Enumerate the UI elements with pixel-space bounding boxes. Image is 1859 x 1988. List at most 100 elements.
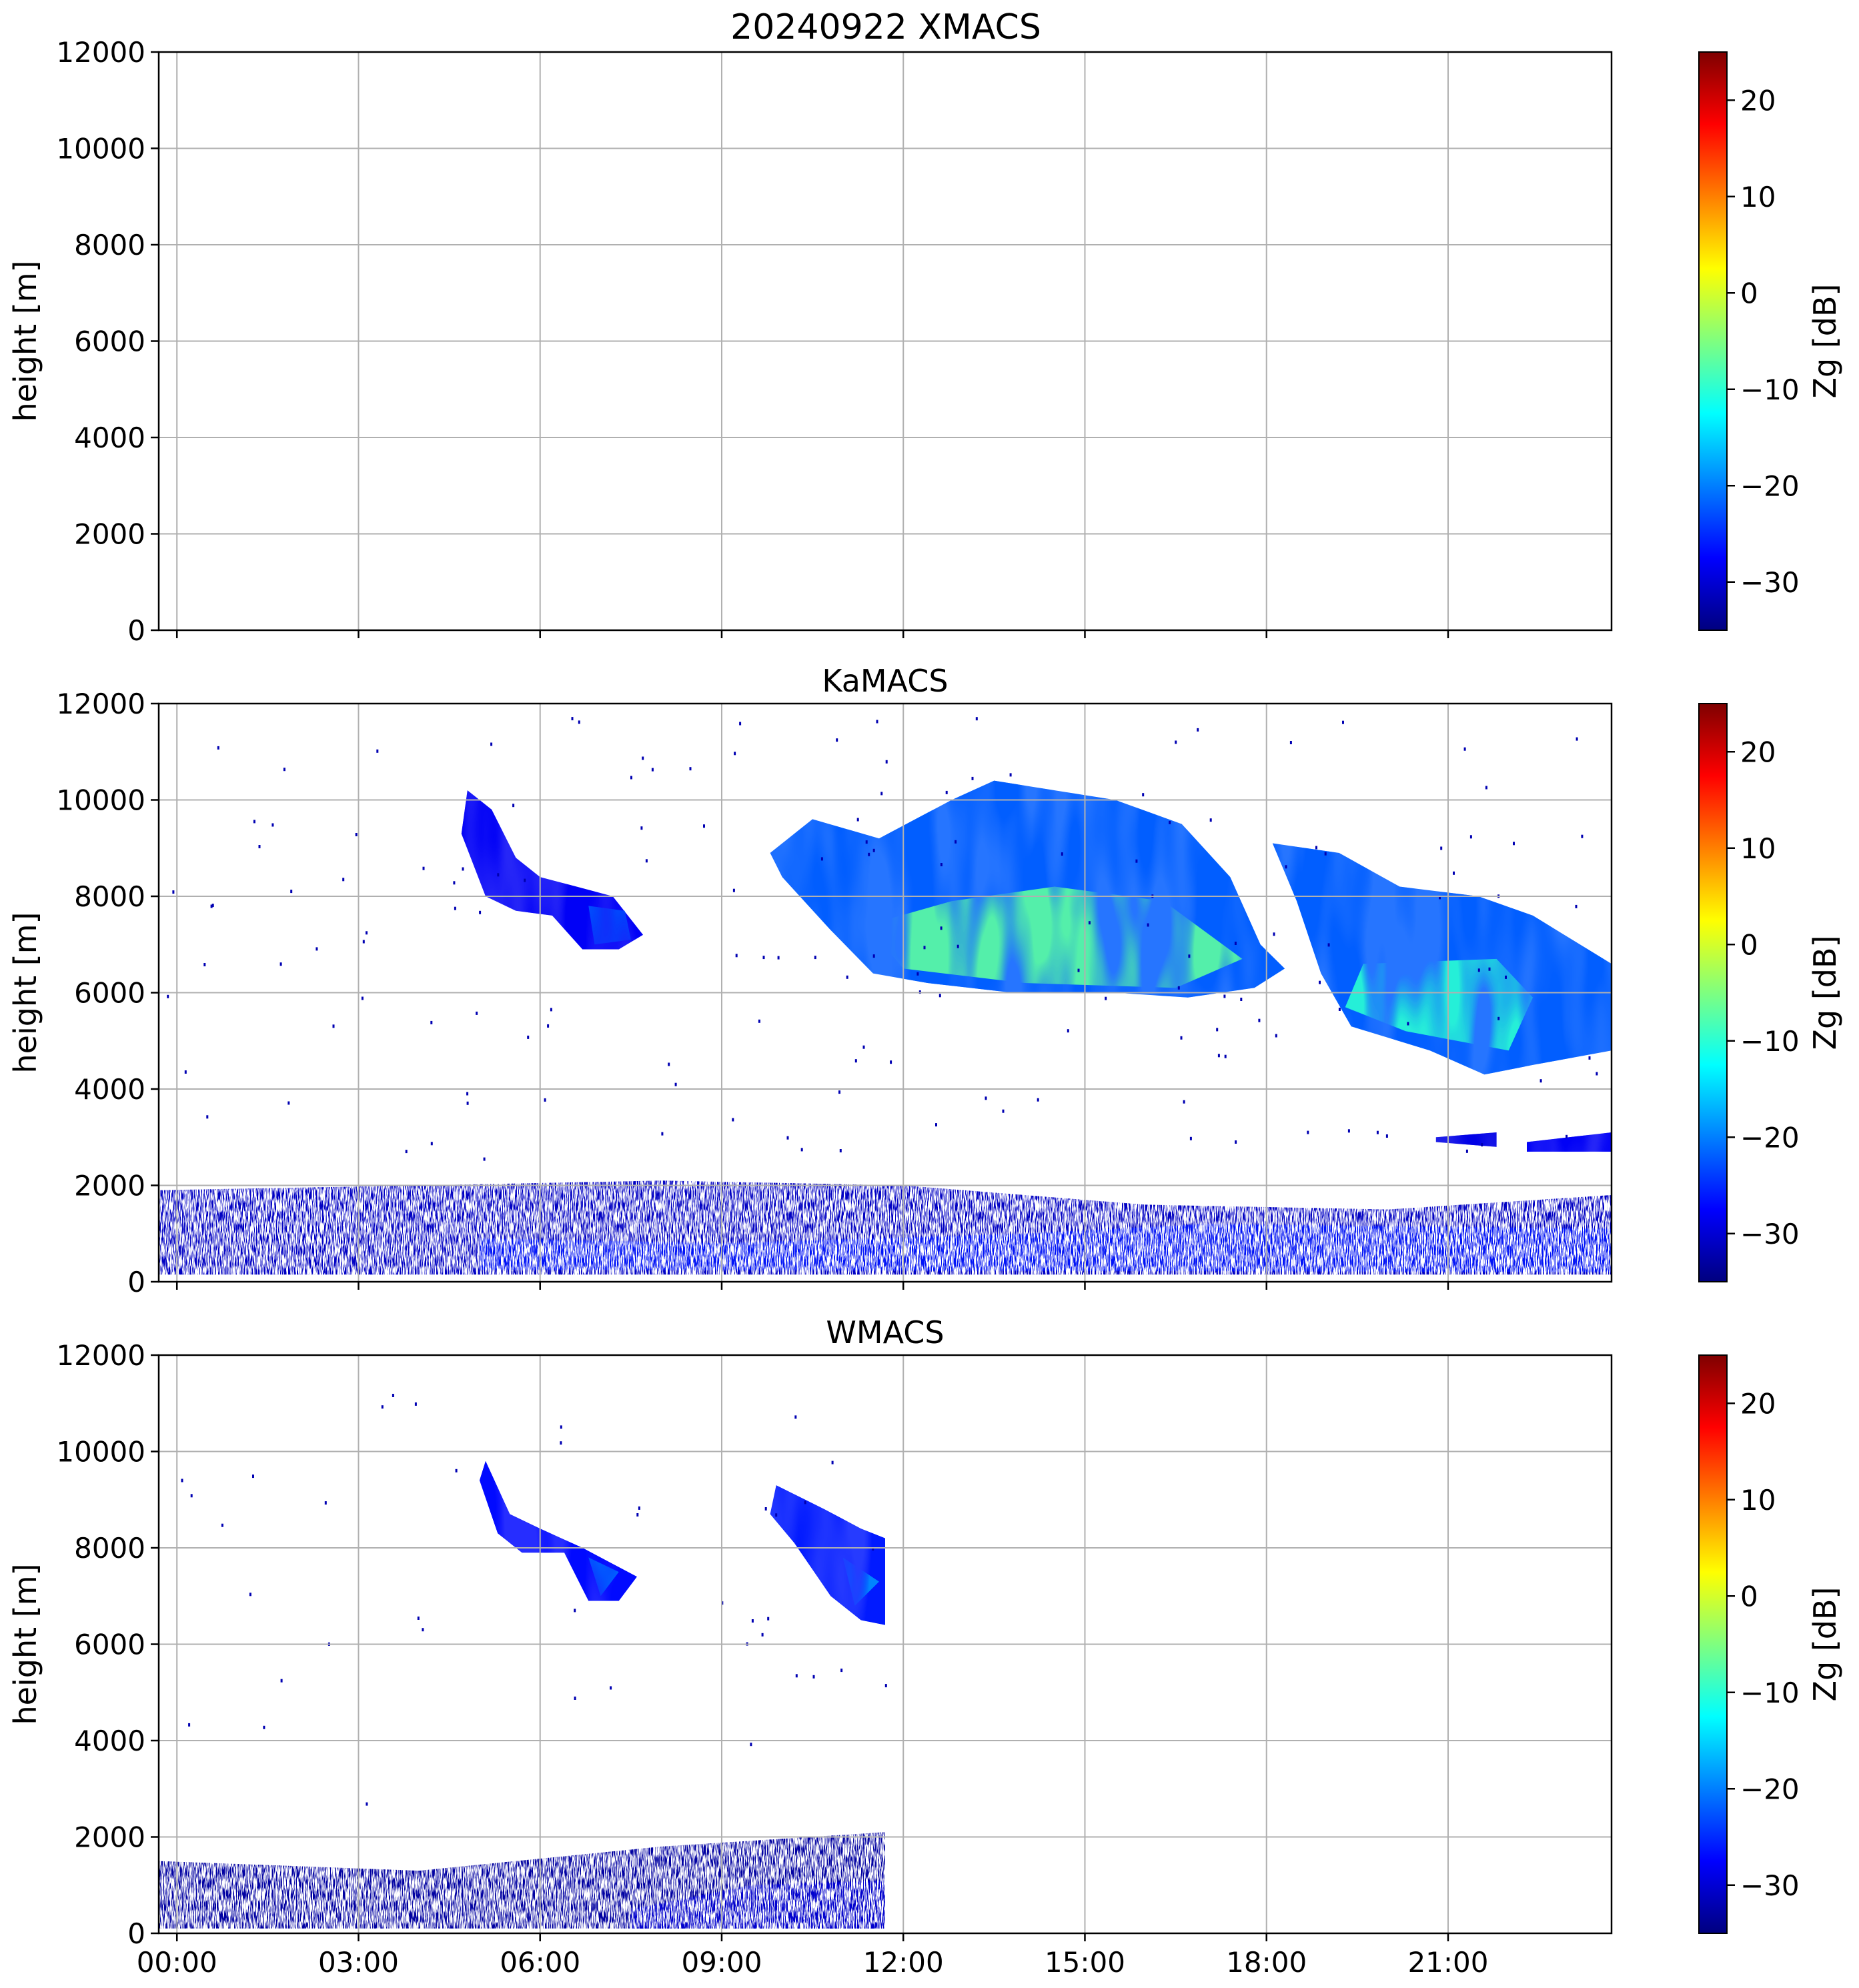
noise-pixel <box>1505 975 1507 979</box>
noise-pixel <box>1142 793 1145 797</box>
noise-pixel <box>1189 1136 1192 1140</box>
echo-cirrus-early-core <box>588 1557 619 1597</box>
noise-pixel <box>838 1090 840 1094</box>
y-tick-label: 4000 <box>74 1073 145 1106</box>
y-tick-label: 6000 <box>74 325 145 358</box>
noise-pixel <box>455 1468 458 1472</box>
y-tick-label: 8000 <box>74 880 145 913</box>
noise-pixel <box>1319 980 1321 984</box>
noise-pixel <box>935 1123 937 1127</box>
noise-pixel <box>184 1070 187 1074</box>
noise-pixel <box>1485 786 1487 790</box>
noise-pixel <box>1440 846 1443 850</box>
noise-pixel <box>1439 896 1441 900</box>
noise-pixel <box>271 823 274 827</box>
x-tick-label: 15:00 <box>1045 1946 1125 1979</box>
y-tick-label: 10000 <box>56 1436 145 1468</box>
noise-pixel <box>1513 842 1515 846</box>
colorbar-tick-label: 10 <box>1740 832 1776 865</box>
panel-1: 0 2000 4000 6000 8000 10000 12000 height [m] −30… <box>7 36 1843 647</box>
noise-pixel <box>324 1501 327 1505</box>
echo-layer <box>159 717 1612 1275</box>
noise-pixel <box>490 742 493 746</box>
y-tick-label: 6000 <box>74 1629 145 1661</box>
noise-pixel <box>332 1024 335 1028</box>
noise-pixel <box>454 906 456 910</box>
noise-pixel <box>1315 846 1317 850</box>
noise-pixel <box>483 1157 486 1161</box>
noise-pixel <box>1258 1018 1261 1022</box>
noise-pixel <box>703 824 705 828</box>
noise-pixel <box>290 890 293 894</box>
y-tick-label: 12000 <box>56 36 145 69</box>
noise-pixel <box>263 1725 265 1729</box>
noise-pixel <box>512 804 515 808</box>
colorbar-tick-label: 20 <box>1740 1387 1776 1420</box>
noise-pixel <box>640 826 643 830</box>
noise-pixel <box>392 1394 394 1397</box>
noise-pixel <box>405 1150 408 1154</box>
noise-pixel <box>417 1617 420 1620</box>
noise-pixel <box>1596 1072 1598 1076</box>
y-tick-label: 8000 <box>74 229 145 261</box>
noise-pixel <box>1407 1022 1409 1026</box>
x-tick-label: 12:00 <box>863 1946 944 1979</box>
noise-pixel <box>751 1619 754 1623</box>
noise-pixel <box>651 768 654 772</box>
noise-pixel <box>762 956 765 960</box>
noise-pixel <box>840 1669 843 1673</box>
colorbar-tick-label: 0 <box>1740 928 1758 961</box>
colorbar: −30 −20 −10 0 10 20 Zg [dB] <box>1698 1354 1843 1934</box>
colorbar-tick-label: 10 <box>1740 1484 1776 1517</box>
noise-pixel <box>571 717 574 721</box>
echo-midlevel-patch-fill <box>1527 1132 1612 1152</box>
noise-pixel <box>758 1019 760 1023</box>
noise-pixel <box>872 1547 874 1551</box>
noise-pixel <box>831 1460 834 1464</box>
noise-pixel <box>1088 921 1091 925</box>
noise-pixel <box>283 768 285 772</box>
noise-pixel <box>923 946 926 950</box>
y-tick-label: 12000 <box>56 688 145 720</box>
colorbar-tick-label: 10 <box>1740 181 1776 213</box>
noise-pixel <box>414 1402 417 1406</box>
y-tick-label: 10000 <box>56 133 145 165</box>
noise-pixel <box>210 904 213 908</box>
noise-pixel <box>1566 1134 1568 1138</box>
noise-pixel <box>1481 1143 1483 1147</box>
x-tick-label: 06:00 <box>500 1946 580 1979</box>
colorbar-tick-label: 0 <box>1740 1580 1758 1613</box>
noise-pixel <box>1385 1134 1388 1138</box>
noise-pixel <box>836 738 838 742</box>
noise-pixel <box>342 878 345 882</box>
noise-pixel <box>466 1092 469 1096</box>
noise-pixel <box>856 818 859 822</box>
noise-pixel <box>430 1020 433 1024</box>
x-tick-label: 00:00 <box>137 1946 217 1979</box>
noise-pixel <box>422 866 425 870</box>
noise-pixel <box>767 1617 770 1621</box>
echo-cirrus-main-core <box>866 886 1243 988</box>
y-tick-label: 2000 <box>74 1821 145 1854</box>
noise-pixel <box>547 1024 550 1028</box>
noise-pixel <box>1105 996 1107 1000</box>
noise-pixel <box>940 926 943 930</box>
noise-pixel <box>1289 741 1292 744</box>
noise-pixel <box>645 859 648 863</box>
colorbar-tick-label: −20 <box>1740 1773 1800 1805</box>
noise-pixel <box>279 962 282 966</box>
noise-pixel <box>1575 904 1578 908</box>
noise-pixel <box>1342 720 1344 724</box>
noise-pixel <box>1175 740 1177 744</box>
noise-pixel <box>786 1136 789 1140</box>
noise-pixel <box>172 890 175 894</box>
noise-pixel <box>862 1045 865 1049</box>
noise-pixel <box>1169 820 1171 824</box>
noise-pixel <box>1002 1109 1005 1113</box>
y-axis-label: height [m] <box>7 912 43 1074</box>
noise-pixel <box>940 863 943 866</box>
figure-title: 20240922 XMACS <box>730 7 1041 47</box>
echo-fallstreaks-late-fill <box>1272 843 1612 1075</box>
noise-pixel <box>890 1060 892 1064</box>
